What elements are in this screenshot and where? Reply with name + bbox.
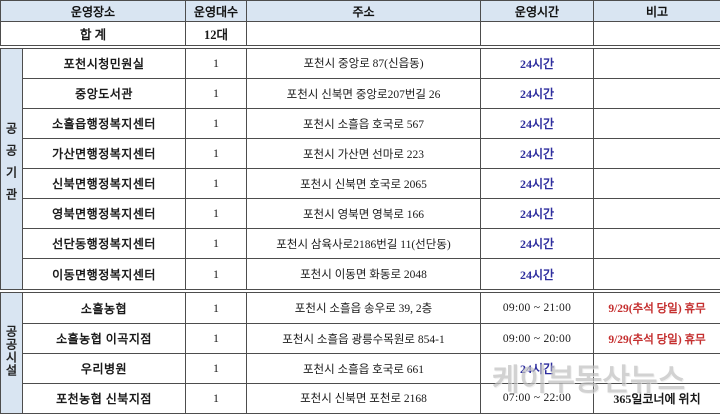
facility-name-cell: 영북면행정복지센터 (21, 198, 187, 230)
facility-name-cell: 이동면행정복지센터 (21, 258, 187, 292)
table-row: 이동면행정복지센터 1 포천시 이동면 화동로 2048 24시간 (1, 258, 720, 292)
address-cell: 포천시 신북면 포천로 2168 (246, 382, 482, 414)
group-label-text: 공공시설 (4, 324, 18, 377)
note-cell (593, 258, 720, 292)
facility-name-cell: 가산면행정복지센터 (21, 138, 187, 170)
hours-cell: 24시간 (480, 258, 595, 292)
address-cell: 포천시 이동면 화동로 2048 (246, 258, 482, 292)
note-cell: 9/29(추석 당일) 휴무 (593, 323, 720, 355)
summary-count: 12대 (185, 21, 248, 49)
summary-label: 합 계 (0, 21, 187, 49)
hours-cell: 24시간 (480, 45, 595, 80)
address-cell: 포천시 가산면 선마로 223 (246, 138, 482, 170)
column-header-note: 비고 (593, 0, 720, 22)
hours-cell: 09:00 ~ 21:00 (480, 289, 595, 325)
facility-name-cell: 소흘농협 (21, 289, 187, 325)
note-cell (593, 78, 720, 110)
hours-cell: 24시간 (480, 108, 595, 140)
hours-cell: 07:00 ~ 22:00 (480, 382, 595, 414)
unit-count-cell: 1 (185, 108, 248, 140)
unit-count-cell: 1 (185, 323, 248, 355)
note-cell (593, 228, 720, 260)
unit-count-cell: 1 (185, 228, 248, 260)
summary-note-empty (593, 21, 720, 49)
address-cell: 포천시 중앙로 87(신읍동) (246, 45, 482, 80)
hours-cell: 24시간 (480, 168, 595, 200)
table-row: 우리병원 1 포천시 소흘읍 호국로 661 24시간 (1, 353, 720, 384)
facility-name-cell: 포천농협 신북지점 (21, 382, 187, 414)
column-header-address: 주소 (246, 0, 482, 22)
facility-name-cell: 신북면행정복지센터 (21, 168, 187, 200)
table-row: 공공기관 포천시청민원실 1 포천시 중앙로 87(신읍동) 24시간 (0, 45, 720, 292)
unit-count-cell: 1 (185, 289, 248, 325)
unit-count-cell: 1 (185, 382, 248, 414)
hours-cell: 24시간 (480, 138, 595, 170)
address-cell: 포천시 소흘읍 송우로 39, 2층 (246, 289, 482, 325)
unit-count-cell: 1 (185, 78, 248, 110)
hours-cell: 24시간 (480, 353, 595, 384)
facility-name-cell: 소흘읍행정복지센터 (21, 108, 187, 140)
summary-address-empty (246, 21, 482, 49)
group-label-text: 공공기관 (4, 122, 18, 211)
facility-name-cell: 포천시청민원실 (21, 45, 187, 80)
hours-cell: 09:00 ~ 20:00 (480, 323, 595, 355)
table-row: 소흘읍행정복지센터 1 포천시 소흘읍 호국로 567 24시간 (1, 108, 720, 140)
summary-hours-empty (480, 21, 595, 49)
note-cell (593, 45, 720, 80)
table-row: 공공시설 소흘농협 1 포천시 소흘읍 송우로 39, 2층 09:00 ~ 2… (0, 289, 720, 414)
facility-name-cell: 우리병원 (21, 353, 187, 384)
address-cell: 포천시 신북면 중앙로207번길 26 (246, 78, 482, 110)
unit-count-cell: 1 (185, 353, 248, 384)
facility-name-cell: 선단동행정복지센터 (21, 228, 187, 260)
summary-row: 합 계 12대 (0, 21, 720, 49)
group-label-public-facilities: 공공시설 (0, 289, 23, 414)
hours-cell: 24시간 (480, 228, 595, 260)
header-row: 운영장소 운영대수 주소 운영시간 비고 (0, 0, 720, 22)
note-cell (593, 198, 720, 230)
column-header-location: 운영장소 (0, 0, 187, 22)
unit-count-cell: 1 (185, 258, 248, 292)
column-header-hours: 운영시간 (480, 0, 595, 22)
note-cell (593, 168, 720, 200)
group-label-public-institutions: 공공기관 (0, 46, 23, 292)
address-cell: 포천시 삼육사로2186번길 11(선단동) (246, 228, 482, 260)
address-cell: 포천시 소흘읍 호국로 661 (246, 353, 482, 384)
address-cell: 포천시 신북면 호국로 2065 (246, 168, 482, 200)
address-cell: 포천시 영북면 영북로 166 (246, 198, 482, 230)
facility-name-cell: 소흘농협 이곡지점 (21, 323, 187, 355)
table-row: 가산면행정복지센터 1 포천시 가산면 선마로 223 24시간 (1, 138, 720, 170)
unit-count-cell: 1 (185, 168, 248, 200)
table-row: 선단동행정복지센터 1 포천시 삼육사로2186번길 11(선단동) 24시간 (1, 228, 720, 260)
address-cell: 포천시 소흘읍 광릉수목원로 854-1 (246, 323, 482, 355)
table-row: 영북면행정복지센터 1 포천시 영북면 영북로 166 24시간 (1, 198, 720, 230)
note-cell: 9/29(추석 당일) 휴무 (593, 289, 720, 325)
unit-count-cell: 1 (185, 45, 248, 80)
note-cell (593, 353, 720, 384)
hours-cell: 24시간 (480, 198, 595, 230)
table-row: 소흘농협 이곡지점 1 포천시 소흘읍 광릉수목원로 854-1 09:00 ~… (1, 323, 720, 355)
note-cell (593, 108, 720, 140)
column-header-count: 운영대수 (185, 0, 248, 22)
note-cell (593, 138, 720, 170)
table-row: 신북면행정복지센터 1 포천시 신북면 호국로 2065 24시간 (1, 168, 720, 200)
unit-count-cell: 1 (185, 198, 248, 230)
table-row: 중앙도서관 1 포천시 신북면 중앙로207번길 26 24시간 (1, 78, 720, 110)
note-cell: 365일코너에 위치 (593, 382, 720, 414)
hours-cell: 24시간 (480, 78, 595, 110)
facility-name-cell: 중앙도서관 (21, 78, 187, 110)
address-cell: 포천시 소흘읍 호국로 567 (246, 108, 482, 140)
table-row: 포천농협 신북지점 1 포천시 신북면 포천로 2168 07:00 ~ 22:… (1, 382, 720, 414)
unit-count-cell: 1 (185, 138, 248, 170)
